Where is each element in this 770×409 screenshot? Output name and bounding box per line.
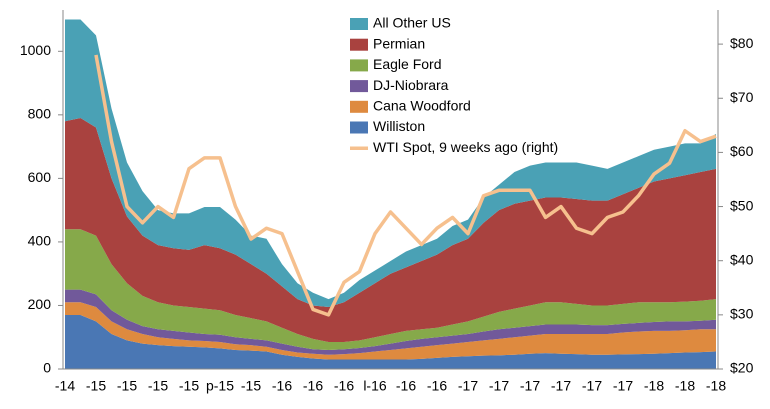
y2-tick-label: $70 [730,89,754,105]
y-tick-label: 1000 [20,42,51,58]
legend-swatch [350,80,368,93]
x-tick-label: -16 [303,378,323,394]
y2-tick-label: $40 [730,251,754,267]
x-tick-label: -18 [706,378,726,394]
x-tick-label: -18 [675,378,695,394]
y-tick-label: 800 [28,106,52,122]
x-tick-label: -17 [458,378,478,394]
x-tick-label: -16 [396,378,416,394]
line [94,54,717,317]
y2-tick-label: $80 [730,35,754,51]
x-tick-label: -17 [489,378,509,394]
legend-swatch [350,59,368,72]
x-tick-label: p-15 [206,378,234,394]
legend-swatch [350,38,368,51]
legend-swatch [350,100,368,113]
y2-tick-label: $60 [730,143,754,159]
x-tick-label: -16 [334,378,354,394]
y-tick-label: 400 [28,233,52,249]
x-tick-label: -17 [582,378,602,394]
x-tick-label: l-16 [363,378,387,394]
x-tick-label: -14 [55,378,75,394]
legend-label: DJ-Niobrara [373,77,449,93]
x-tick-label: -16 [427,378,447,394]
y-tick-label: 600 [28,169,52,185]
legend-label: Cana Woodford [373,98,471,114]
legend-label: WTI Spot, 9 weeks ago (right) [373,139,558,155]
legend-swatch [350,121,368,134]
x-tick-label: -17 [613,378,633,394]
legend-label: Permian [373,35,425,51]
area [65,19,716,308]
x-tick-label: -15 [117,378,137,394]
y2-tick-label: $30 [730,306,754,322]
area [65,229,716,350]
x-tick-label: -18 [644,378,664,394]
area [65,314,716,369]
x-tick-label: -15 [241,378,261,394]
x-tick-label: -16 [272,378,292,394]
y-tick-label: 0 [43,360,51,376]
area [65,118,716,342]
x-tick-label: -15 [179,378,199,394]
y2-tick-label: $50 [730,197,754,213]
x-tick-label: -17 [520,378,540,394]
x-tick-label: -15 [86,378,106,394]
area [65,302,716,360]
x-tick-label: -17 [551,378,571,394]
legend-swatch [350,18,368,30]
y-tick-label: 200 [28,296,52,312]
legend-label: Eagle Ford [373,56,441,72]
area [65,289,716,355]
legend-label: Williston [373,118,425,134]
y2-tick-label: $20 [730,360,754,376]
legend-label: All Other US [373,15,451,31]
x-tick-label: -15 [148,378,168,394]
